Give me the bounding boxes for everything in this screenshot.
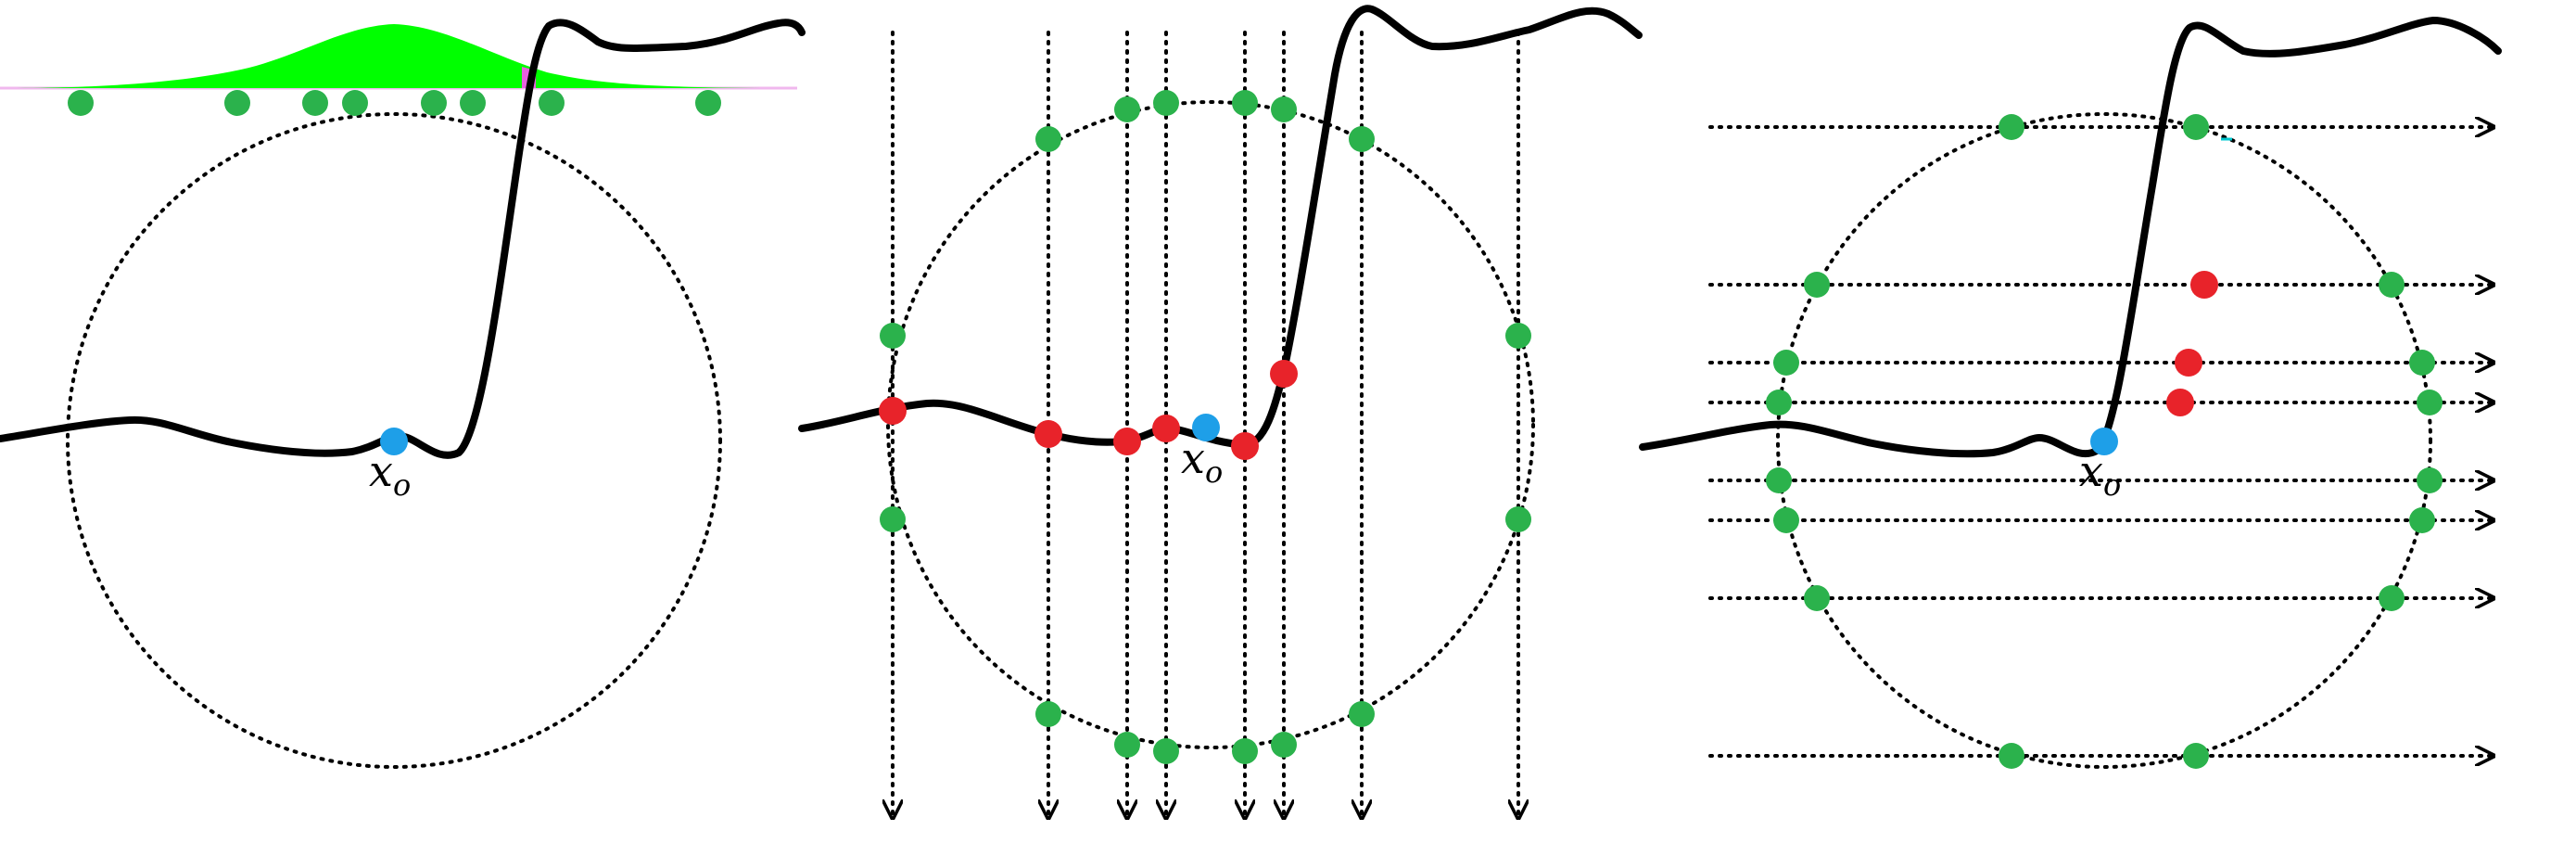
- sample-point: [2183, 743, 2209, 769]
- sample-point: [1999, 114, 2024, 140]
- sample-point: [302, 90, 328, 116]
- sample-point: [342, 90, 368, 116]
- hit-point: [1113, 428, 1141, 455]
- hit-point: [2175, 349, 2202, 377]
- sample-point: [1114, 732, 1140, 758]
- hit-points: [2166, 271, 2218, 416]
- sample-point: [2379, 272, 2405, 298]
- sample-point: [695, 90, 721, 116]
- sample-point: [1153, 738, 1179, 764]
- hit-point: [1231, 432, 1259, 460]
- origin-label: xo: [1181, 433, 1223, 490]
- sample-point: [880, 506, 906, 532]
- sample-point: [2417, 467, 2443, 493]
- sample-point: [2409, 350, 2435, 376]
- sample-point: [1349, 126, 1375, 152]
- sample-point: [2417, 390, 2443, 415]
- hit-point: [1152, 415, 1180, 442]
- sample-point: [880, 323, 906, 349]
- sample-point: [1114, 96, 1140, 122]
- sample-point: [1035, 701, 1061, 727]
- sample-point: [1271, 96, 1297, 122]
- sample-point: [68, 90, 94, 116]
- surface-curve: [1639, 17, 2502, 458]
- sample-point: [1035, 126, 1061, 152]
- sample-circle: [886, 100, 1535, 749]
- sample-point: [421, 90, 447, 116]
- sample-point: [1349, 701, 1375, 727]
- density-curve: [0, 24, 797, 88]
- origin-label: xo: [369, 446, 411, 503]
- sample-point: [1804, 272, 1830, 298]
- sample-point: [1999, 743, 2024, 769]
- hit-points: [879, 360, 1298, 460]
- sample-point: [460, 90, 486, 116]
- sample-point: [1505, 323, 1531, 349]
- sample-points: [880, 90, 1531, 764]
- origin-point: [380, 428, 408, 455]
- sample-point: [1153, 90, 1179, 116]
- surface-curve: [798, 5, 1643, 449]
- sample-circle: [66, 112, 722, 769]
- origin-point: [1192, 414, 1220, 441]
- horizontal-rays-panel: xo: [1639, 17, 2502, 769]
- sample-circle: [1776, 112, 2432, 769]
- sample-point: [1232, 90, 1258, 116]
- sample-point: [1773, 507, 1799, 533]
- hit-point: [2166, 389, 2194, 416]
- gaussian-sampling-panel: xo: [0, 19, 806, 769]
- origin-label: xo: [2079, 446, 2121, 503]
- sample-point: [2409, 507, 2435, 533]
- sample-point: [1232, 738, 1258, 764]
- sample-point: [2183, 114, 2209, 140]
- hit-point: [2190, 271, 2218, 299]
- sample-point: [2379, 585, 2405, 611]
- hit-point: [1270, 360, 1298, 388]
- horizontal-rays: [1708, 127, 2494, 756]
- sample-point: [1505, 506, 1531, 532]
- sample-point: [1773, 350, 1799, 376]
- hit-point: [879, 397, 907, 425]
- sample-point: [1804, 585, 1830, 611]
- sample-points: [1766, 114, 2443, 769]
- sample-point: [539, 90, 565, 116]
- surface-curve: [0, 19, 806, 459]
- sample-point: [224, 90, 250, 116]
- hit-point: [1034, 420, 1062, 448]
- sample-point: [1766, 390, 1792, 415]
- origin-point: [2090, 428, 2118, 455]
- sample-points: [68, 90, 721, 116]
- sample-point: [1766, 467, 1792, 493]
- sample-point: [1271, 732, 1297, 758]
- vertical-rays-panel: xo: [798, 5, 1643, 818]
